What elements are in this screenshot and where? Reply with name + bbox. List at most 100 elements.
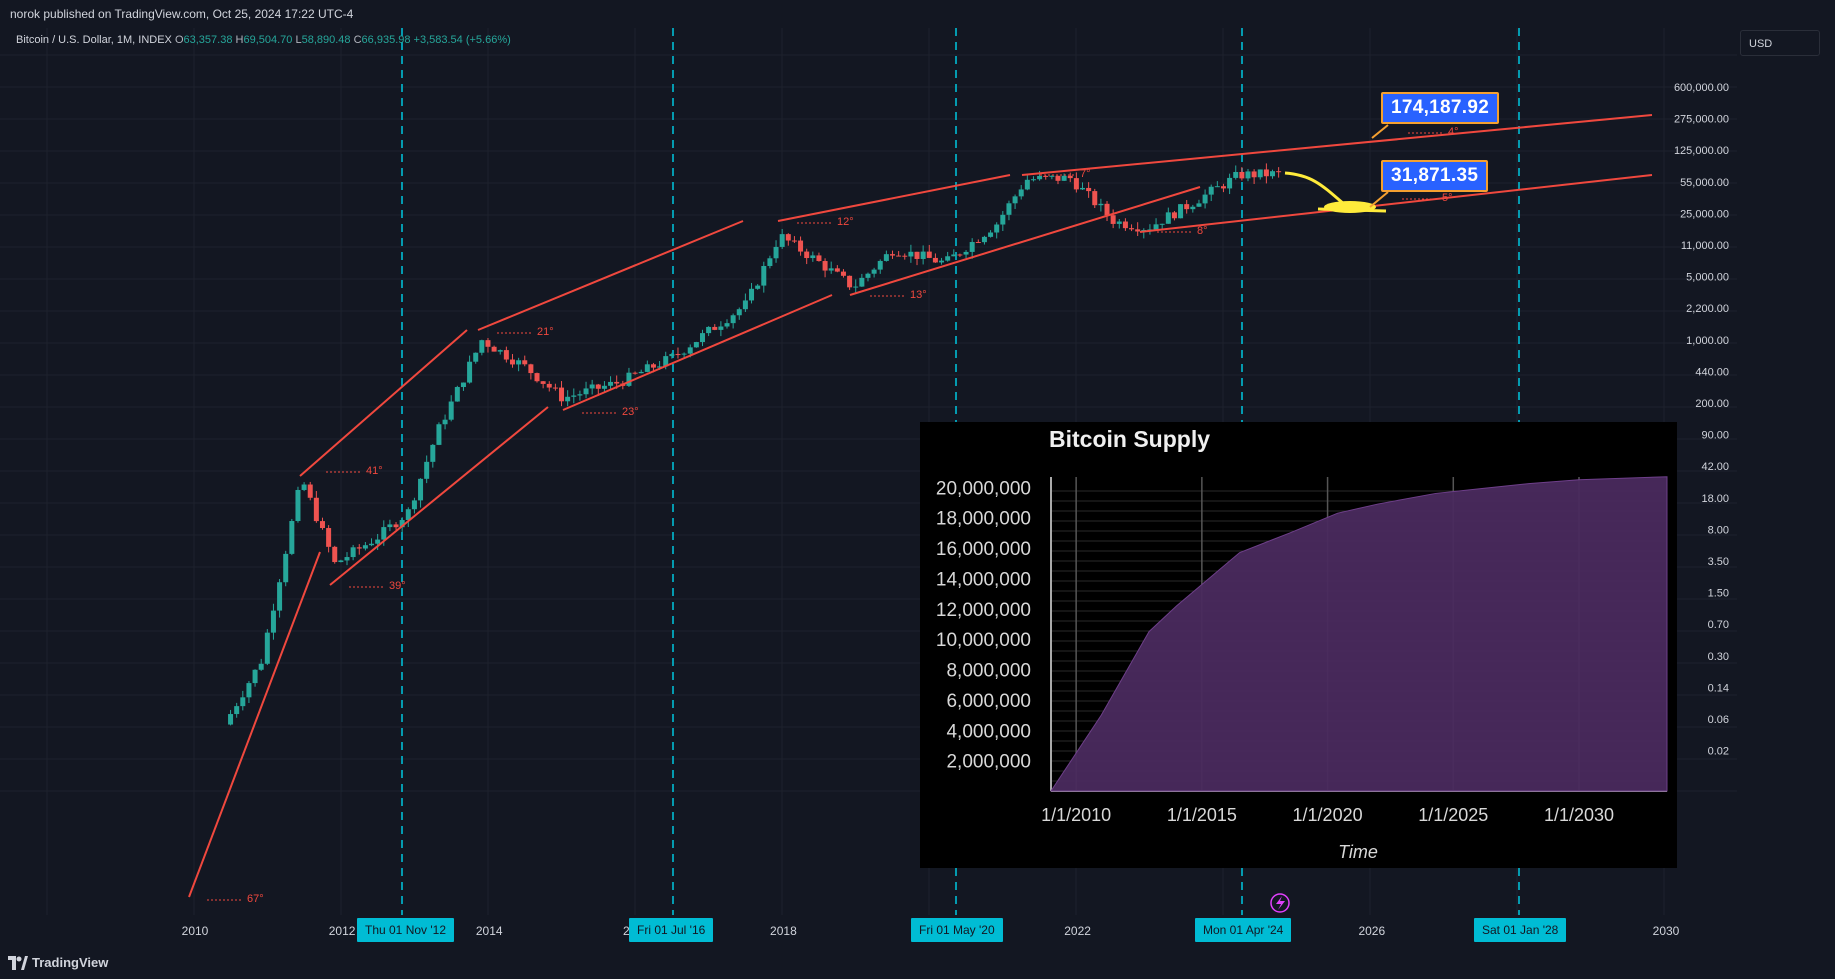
candle-body	[736, 309, 742, 316]
angle-label: 7°	[1080, 168, 1091, 180]
channel-line	[849, 186, 1201, 296]
candle-body	[228, 714, 234, 725]
y-tick-label: 0.02	[1708, 746, 1729, 758]
candle-body	[902, 255, 908, 257]
candle-body	[785, 234, 791, 241]
candle-body	[369, 543, 375, 546]
close-label: C	[353, 34, 362, 46]
channel-line	[188, 551, 321, 898]
candle-body	[1233, 171, 1239, 178]
candle-body	[1276, 171, 1282, 173]
candle-body	[644, 364, 650, 372]
candle-body	[865, 273, 871, 278]
candle-body	[240, 697, 246, 707]
candle-body	[657, 366, 663, 368]
y-tick-label: 3.50	[1708, 556, 1729, 568]
candle-body	[791, 240, 797, 242]
candle-body	[540, 381, 546, 384]
candle-body	[1024, 179, 1030, 190]
currency-label: USD	[1749, 38, 1773, 50]
candle-body	[436, 424, 442, 445]
candle-body	[1037, 175, 1043, 180]
candle-body	[798, 240, 804, 252]
candle-body	[252, 669, 258, 684]
inset-y-tick: 12,000,000	[936, 600, 1031, 621]
candle-body	[1043, 175, 1049, 177]
angle-label: 67°	[247, 893, 264, 905]
candle-body	[405, 509, 411, 521]
candle-body	[485, 340, 491, 347]
y-tick-label: 0.06	[1708, 714, 1729, 726]
candle-body	[1190, 206, 1196, 210]
candle-body	[718, 326, 724, 330]
candle-body	[1129, 228, 1135, 230]
lightning-bolt	[1276, 896, 1285, 910]
channel-line	[562, 294, 833, 411]
inset-y-tick: 6,000,000	[946, 691, 1031, 712]
cycle-tag-2020: Fri 01 May '20	[911, 918, 1003, 942]
y-tick-label: 2,200.00	[1686, 303, 1729, 315]
candle-body	[1270, 171, 1276, 177]
y-tick-label: 42.00	[1701, 461, 1729, 473]
y-tick-label: 440.00	[1695, 366, 1729, 378]
candle-body	[1116, 221, 1122, 224]
low-label: L	[295, 34, 302, 46]
candle-body	[509, 359, 515, 365]
candle-body	[767, 258, 773, 267]
open-label: O	[174, 34, 184, 46]
label-pointer	[1369, 191, 1389, 208]
y-tick-label: 600,000.00	[1674, 82, 1729, 94]
candle-body	[693, 342, 699, 348]
candle-body	[847, 275, 853, 288]
candle-body	[1030, 179, 1036, 181]
supply-inset: Bitcoin Supply 20,000,000 18,000,000 16,000…	[920, 422, 1677, 868]
candle-body	[834, 268, 840, 272]
candle-body	[277, 582, 283, 611]
price-axis: 600,000.00 275,000.00 125,000.00 55,000.00 2…	[1674, 82, 1729, 758]
candle-body	[565, 396, 571, 402]
candle-body	[454, 387, 460, 402]
candle-body	[381, 527, 387, 540]
candle-body	[1220, 186, 1226, 189]
currency-selector[interactable]: USD	[1740, 30, 1820, 56]
candle-body	[589, 384, 595, 389]
candle-body	[1098, 203, 1104, 206]
angle-label: 23°	[622, 406, 639, 418]
candle-body	[1122, 221, 1128, 229]
x-tick-label: 2010	[182, 924, 209, 938]
lower-price-label[interactable]: 31,871.35	[1381, 160, 1489, 192]
candle-body	[313, 497, 319, 522]
candle-body	[234, 706, 240, 715]
publish-header: norok published on TradingView.com, Oct …	[0, 0, 1835, 28]
candle-body	[614, 381, 620, 384]
y-tick-label: 11,000.00	[1681, 240, 1729, 252]
highlight-stroke	[1317, 207, 1387, 213]
candle-body	[755, 285, 761, 289]
candle-body	[522, 360, 528, 365]
x-tick-label: 2018	[770, 924, 797, 938]
angle-markers: 67° 41° 39° 21° 23° 12° 13° 7° 8° 4° 5°	[207, 126, 1459, 905]
inset-x-label: Time	[1338, 842, 1378, 862]
candle-body	[975, 242, 981, 244]
candle-body	[1214, 186, 1220, 188]
label-pointer	[1371, 124, 1389, 139]
cycle-tag-2012-text: Thu 01 Nov '12	[365, 923, 447, 937]
upper-price-label[interactable]: 174,187.92	[1381, 92, 1500, 124]
candle-body	[1061, 175, 1067, 181]
candle-body	[712, 326, 718, 330]
candle-body	[669, 354, 675, 357]
y-tick-label: 1.50	[1708, 588, 1729, 600]
cycle-tag-2020-text: Fri 01 May '20	[919, 923, 995, 937]
x-tick-label: 2012	[329, 924, 356, 938]
change-value: +3,583.54 (+5.66%)	[413, 34, 511, 46]
candle-body	[1000, 214, 1006, 225]
high-label: H	[235, 34, 244, 46]
channel-line	[477, 220, 744, 331]
angle-label: 21°	[537, 326, 554, 338]
candle-body	[920, 251, 926, 259]
candle-body	[571, 395, 577, 397]
candle-body	[914, 251, 920, 259]
high-value: 69,504.70	[243, 34, 293, 46]
candle-body	[356, 547, 362, 549]
